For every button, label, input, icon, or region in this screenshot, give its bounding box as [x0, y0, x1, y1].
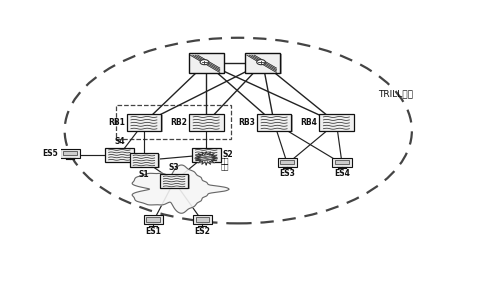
Text: S4: S4: [114, 137, 125, 146]
Text: ES2: ES2: [194, 227, 210, 236]
Text: S3: S3: [169, 163, 179, 172]
FancyBboxPatch shape: [62, 150, 81, 158]
FancyBboxPatch shape: [161, 175, 190, 189]
FancyBboxPatch shape: [192, 216, 212, 224]
FancyBboxPatch shape: [105, 148, 134, 162]
FancyBboxPatch shape: [63, 151, 77, 156]
FancyBboxPatch shape: [131, 154, 160, 168]
Polygon shape: [195, 152, 218, 165]
Text: 接入: 接入: [221, 157, 229, 164]
Text: ES1: ES1: [146, 227, 161, 236]
FancyBboxPatch shape: [60, 149, 80, 158]
FancyBboxPatch shape: [335, 160, 349, 164]
Text: RB2: RB2: [170, 118, 187, 127]
FancyBboxPatch shape: [189, 53, 224, 73]
FancyBboxPatch shape: [257, 115, 292, 131]
FancyBboxPatch shape: [279, 159, 298, 167]
FancyBboxPatch shape: [332, 158, 352, 166]
FancyBboxPatch shape: [245, 53, 280, 73]
FancyBboxPatch shape: [258, 115, 293, 132]
Text: 网络: 网络: [221, 164, 229, 170]
FancyBboxPatch shape: [193, 149, 222, 163]
FancyBboxPatch shape: [128, 115, 163, 132]
FancyBboxPatch shape: [144, 216, 163, 224]
FancyBboxPatch shape: [319, 115, 354, 131]
FancyBboxPatch shape: [107, 149, 135, 163]
FancyBboxPatch shape: [247, 54, 281, 74]
FancyBboxPatch shape: [190, 54, 225, 74]
Circle shape: [257, 60, 265, 65]
FancyBboxPatch shape: [196, 217, 209, 222]
Text: TRILL网络: TRILL网络: [378, 90, 413, 99]
FancyBboxPatch shape: [160, 174, 188, 189]
FancyBboxPatch shape: [278, 158, 297, 166]
Text: RB3: RB3: [238, 118, 255, 127]
FancyBboxPatch shape: [190, 115, 225, 132]
FancyBboxPatch shape: [281, 160, 294, 164]
FancyBboxPatch shape: [320, 115, 355, 132]
FancyBboxPatch shape: [147, 217, 160, 222]
Text: S2: S2: [223, 150, 233, 159]
Polygon shape: [132, 165, 229, 213]
Text: RB4: RB4: [300, 118, 317, 127]
Text: RB1: RB1: [108, 118, 125, 127]
FancyBboxPatch shape: [127, 115, 161, 131]
FancyBboxPatch shape: [192, 148, 221, 162]
Text: ES5: ES5: [42, 149, 57, 158]
FancyBboxPatch shape: [194, 216, 213, 225]
Circle shape: [200, 60, 209, 65]
FancyBboxPatch shape: [130, 153, 158, 168]
Text: ES3: ES3: [280, 169, 295, 179]
FancyBboxPatch shape: [145, 216, 164, 225]
FancyBboxPatch shape: [189, 115, 224, 131]
Text: ES4: ES4: [334, 169, 350, 179]
FancyBboxPatch shape: [334, 159, 353, 167]
Text: S1: S1: [139, 170, 149, 179]
